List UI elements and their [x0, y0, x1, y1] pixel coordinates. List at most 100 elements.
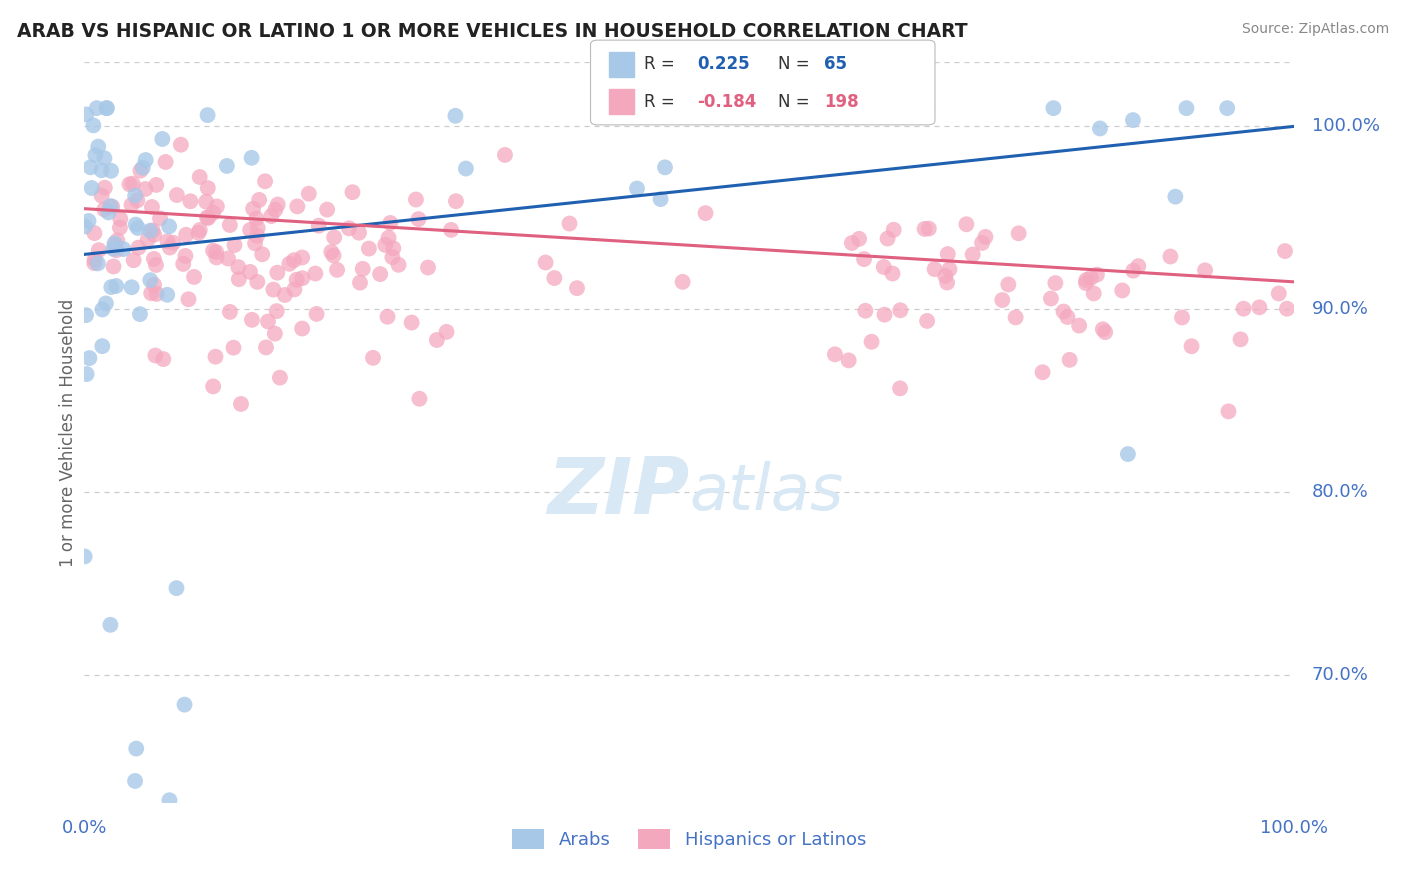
Point — [188, 223, 211, 237]
Point — [96, 101, 118, 115]
Point — [848, 232, 870, 246]
Point — [257, 314, 280, 328]
Point — [1218, 404, 1240, 418]
Point — [127, 194, 149, 208]
Point — [188, 169, 211, 184]
Point — [695, 206, 717, 220]
Point — [139, 224, 162, 238]
Point — [172, 257, 194, 271]
Point — [266, 304, 288, 318]
Point — [278, 257, 301, 271]
Point — [93, 151, 115, 165]
Point — [1175, 101, 1198, 115]
Point — [166, 188, 188, 202]
Point — [76, 367, 98, 381]
Point — [936, 276, 959, 290]
Point — [494, 148, 516, 162]
Point — [436, 325, 458, 339]
Point — [254, 174, 277, 188]
Point — [1076, 273, 1098, 287]
Text: 0.225: 0.225 — [697, 55, 749, 73]
Point — [938, 262, 960, 277]
Point — [454, 161, 477, 176]
Point — [543, 271, 565, 285]
Point — [87, 243, 110, 257]
Point — [408, 392, 430, 406]
Point — [285, 199, 308, 213]
Point — [174, 227, 197, 242]
Point — [308, 219, 330, 233]
Text: Source: ZipAtlas.com: Source: ZipAtlas.com — [1241, 22, 1389, 37]
Point — [991, 293, 1014, 307]
Point — [337, 221, 360, 235]
Point — [274, 288, 297, 302]
Point — [654, 161, 676, 175]
Point — [139, 273, 162, 287]
Point — [135, 153, 157, 167]
Point — [1111, 284, 1133, 298]
Point — [242, 202, 264, 216]
Point — [408, 212, 430, 227]
Point — [125, 218, 148, 232]
Point — [1274, 244, 1296, 258]
Point — [1275, 301, 1298, 316]
Point — [970, 235, 993, 250]
Point — [368, 267, 391, 281]
Point — [82, 119, 104, 133]
Point — [83, 256, 105, 270]
Point — [873, 260, 896, 274]
Point — [380, 216, 402, 230]
Point — [91, 339, 114, 353]
Text: 90.0%: 90.0% — [1312, 301, 1368, 318]
Point — [1171, 310, 1194, 325]
Point — [79, 351, 101, 365]
Point — [357, 242, 380, 256]
Point — [149, 211, 172, 226]
Point — [405, 193, 427, 207]
Point — [955, 217, 977, 231]
Point — [239, 223, 262, 237]
Point — [1122, 263, 1144, 277]
Point — [127, 241, 149, 255]
Point — [283, 253, 305, 268]
Point — [173, 698, 195, 712]
Point — [1128, 259, 1150, 273]
Point — [860, 334, 883, 349]
Point — [305, 307, 328, 321]
Point — [100, 199, 122, 213]
Point — [323, 230, 346, 244]
Point — [121, 280, 143, 294]
Point — [105, 234, 128, 248]
Point — [224, 238, 246, 252]
Point — [124, 774, 146, 789]
Point — [202, 244, 225, 258]
Point — [112, 242, 135, 256]
Point — [291, 251, 314, 265]
Point — [145, 287, 167, 301]
Point — [1059, 352, 1081, 367]
Point — [889, 303, 911, 318]
Point — [1069, 318, 1091, 333]
Point — [96, 101, 118, 115]
Point — [1052, 304, 1074, 318]
Point — [103, 236, 125, 251]
Point — [1083, 286, 1105, 301]
Point — [1122, 113, 1144, 128]
Point — [316, 202, 339, 217]
Point — [152, 352, 174, 367]
Point — [141, 286, 163, 301]
Point — [263, 326, 285, 341]
Point — [84, 148, 107, 162]
Point — [202, 379, 225, 393]
Point — [87, 256, 110, 270]
Point — [87, 139, 110, 153]
Point — [1249, 301, 1271, 315]
Point — [134, 182, 156, 196]
Point — [129, 307, 152, 321]
Point — [246, 228, 269, 243]
Point — [1056, 310, 1078, 324]
Point — [1042, 101, 1064, 115]
Point — [900, 101, 922, 115]
Point — [382, 241, 405, 255]
Point — [377, 310, 399, 324]
